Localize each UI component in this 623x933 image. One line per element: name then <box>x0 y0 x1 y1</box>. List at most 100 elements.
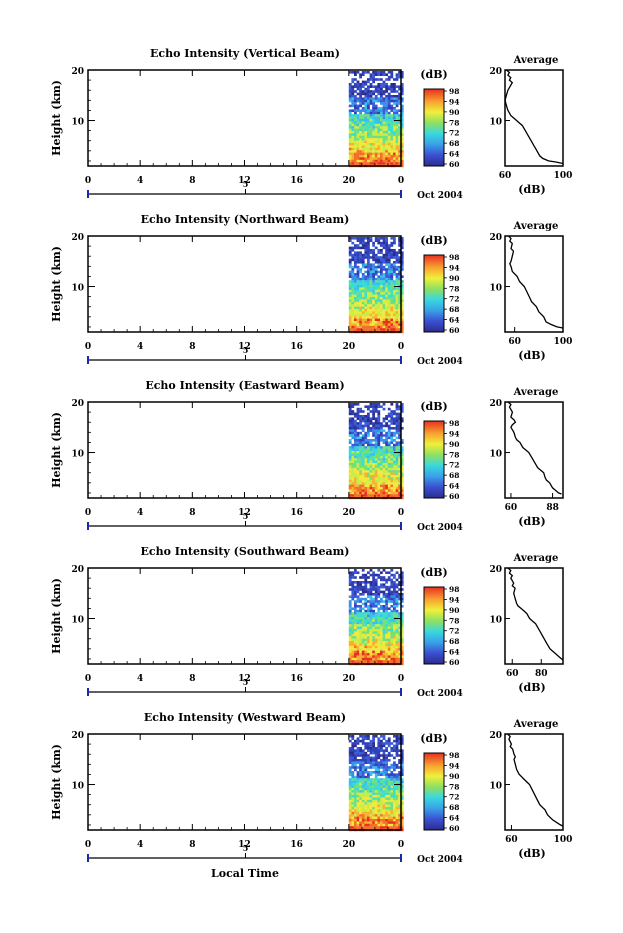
heatmap-cell <box>390 277 394 281</box>
heatmap-cell <box>367 292 370 295</box>
heatmap-cell <box>387 744 391 748</box>
heatmap-cell <box>348 239 352 242</box>
heatmap-cell <box>393 159 396 163</box>
heatmap-cell <box>364 102 368 105</box>
heatmap-cell <box>361 482 365 485</box>
heatmap-cell <box>382 85 386 88</box>
heatmap-cell <box>377 645 381 649</box>
heatmap-cell <box>372 763 375 767</box>
heatmap-cell <box>374 135 378 139</box>
heatmap-cell <box>382 114 386 117</box>
heatmap-cell <box>374 446 378 449</box>
heatmap-cell <box>356 773 360 776</box>
heatmap-cell <box>372 477 375 480</box>
heatmap-cell <box>395 823 399 827</box>
heatmap-cell <box>354 71 357 74</box>
heatmap-cell <box>372 253 375 257</box>
heatmap-cell <box>400 237 404 240</box>
heatmap-cell <box>348 778 352 781</box>
heatmap-cell <box>372 147 375 151</box>
heatmap-cell <box>374 581 378 584</box>
heatmap-cell <box>359 95 362 98</box>
heatmap-cell <box>400 253 404 257</box>
heatmap-cell <box>351 655 355 658</box>
heatmap-cell <box>372 739 375 743</box>
heatmap-cell <box>398 641 401 644</box>
heatmap-cell <box>377 619 381 622</box>
heatmap-cell <box>348 771 352 774</box>
heatmap-cell <box>393 823 396 827</box>
heatmap-cell <box>372 268 375 271</box>
profile-x-tick-label: 60 <box>508 337 521 347</box>
heatmap-cell <box>356 244 360 247</box>
heatmap-cell <box>372 135 375 139</box>
heatmap-cell <box>398 614 401 618</box>
heatmap-cell <box>364 660 368 663</box>
heatmap-cell <box>359 588 362 591</box>
heatmap-cell <box>348 403 352 406</box>
heatmap-cell <box>372 787 375 791</box>
heatmap-cell <box>390 475 394 478</box>
heatmap-cell <box>387 588 391 591</box>
heatmap-cell <box>400 657 404 661</box>
heatmap-cell <box>387 424 391 428</box>
heatmap-cell <box>390 463 394 466</box>
heatmap-cell <box>374 797 378 800</box>
heatmap-cell <box>356 441 360 444</box>
heatmap-cell <box>385 460 388 464</box>
y-tick-label: 20 <box>71 565 84 575</box>
heatmap-cell <box>380 571 383 574</box>
heatmap-cell <box>367 121 370 124</box>
heatmap-cell <box>348 491 352 495</box>
heatmap-cell <box>393 270 396 274</box>
profile-frame <box>504 235 564 333</box>
heatmap-cell <box>380 126 383 129</box>
heatmap-cell <box>364 771 368 774</box>
heatmap-cell <box>348 313 352 317</box>
heatmap-cell <box>354 609 357 613</box>
heatmap-cell <box>359 749 362 752</box>
heatmap-cell <box>359 83 362 86</box>
heatmap-cell <box>400 826 404 829</box>
heatmap-cell <box>393 455 396 459</box>
heatmap-cell <box>395 123 399 127</box>
heatmap-cell <box>387 157 391 160</box>
heatmap-cell <box>364 465 368 468</box>
heatmap-cell <box>359 470 362 473</box>
heatmap-cell <box>377 739 381 743</box>
heatmap-cell <box>354 294 357 298</box>
heatmap-cell <box>354 280 357 283</box>
heatmap-cell <box>387 244 391 247</box>
profile-x-tick-label: 88 <box>546 503 559 513</box>
heatmap-cell <box>398 799 401 803</box>
heatmap-cell <box>372 73 375 76</box>
heatmap-cell <box>369 484 373 488</box>
heatmap-cell <box>354 657 357 661</box>
heatmap-cell <box>361 761 365 764</box>
heatmap-cell <box>387 641 391 644</box>
heatmap-cell <box>385 147 388 151</box>
heatmap-cell <box>372 263 375 266</box>
heatmap-cell <box>354 434 357 437</box>
heatmap-cell <box>385 441 388 444</box>
heatmap-cell <box>398 749 401 752</box>
heatmap-cell <box>361 446 365 449</box>
heatmap-cell <box>367 306 370 310</box>
heatmap-cell <box>367 787 370 791</box>
heatmap-cell <box>385 95 388 98</box>
heatmap-cell <box>395 155 399 158</box>
heatmap-cell <box>369 763 373 767</box>
heatmap-cell <box>354 494 357 497</box>
heatmap-cell <box>361 573 365 577</box>
heatmap-cell <box>385 470 388 473</box>
heatmap-cell <box>356 645 360 649</box>
heatmap-cell <box>400 828 404 832</box>
heatmap-cell <box>382 763 386 767</box>
heatmap-cell <box>369 795 373 798</box>
heatmap-cell <box>382 239 386 242</box>
heatmap-cell <box>367 251 370 254</box>
heatmap-cell <box>387 152 391 156</box>
heatmap-cell <box>369 313 373 317</box>
heatmap-cell <box>395 479 399 483</box>
heatmap-cell <box>351 759 355 762</box>
